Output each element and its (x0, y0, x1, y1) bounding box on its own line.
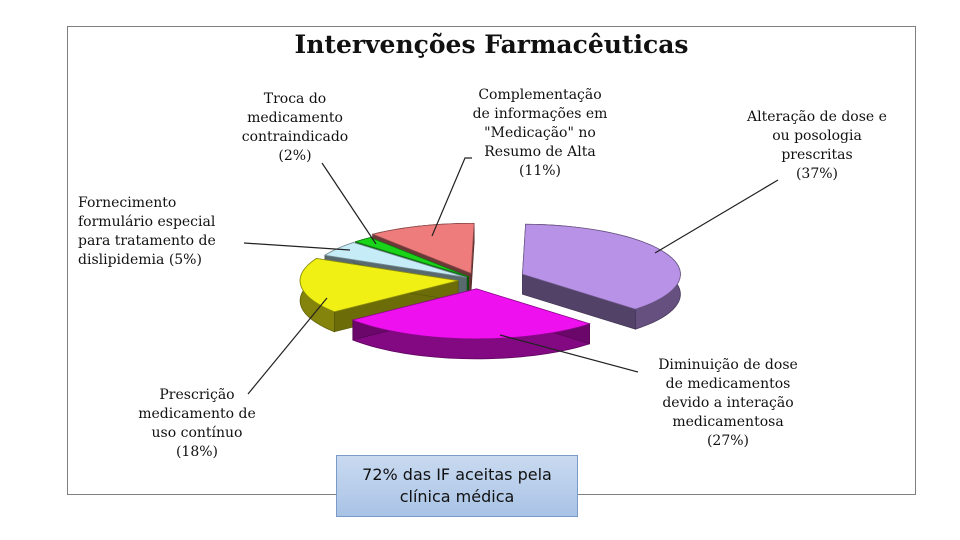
acceptance-note: 72% das IF aceitas pela clínica médica (336, 455, 578, 517)
leader-line-3 (243, 242, 351, 251)
label-prescricao: Prescrição medicamento de uso contínuo (… (138, 387, 256, 460)
chart-title: Intervenções Farmacêuticas (294, 30, 689, 59)
leader-line-0 (654, 179, 779, 254)
pie-slice-1 (351, 288, 591, 360)
label-troca: Troca do medicamento contraindicado (2%) (241, 91, 349, 164)
leader-line-5 (431, 157, 472, 237)
label-diminuicao: Diminuição de dose de medicamentos devid… (658, 357, 798, 449)
pie-slice-0 (522, 223, 681, 330)
leader-line-2 (247, 297, 328, 395)
label-fornecimento: Fornecimento formulário especial para tr… (78, 195, 216, 268)
label-complementacao: Complementação de informações em "Medica… (472, 87, 608, 179)
label-alteracao: Alteração de dose e ou posologia prescri… (747, 109, 887, 182)
chart-frame (67, 26, 916, 495)
leader-line-4 (321, 162, 377, 245)
leader-line-1 (499, 334, 639, 373)
